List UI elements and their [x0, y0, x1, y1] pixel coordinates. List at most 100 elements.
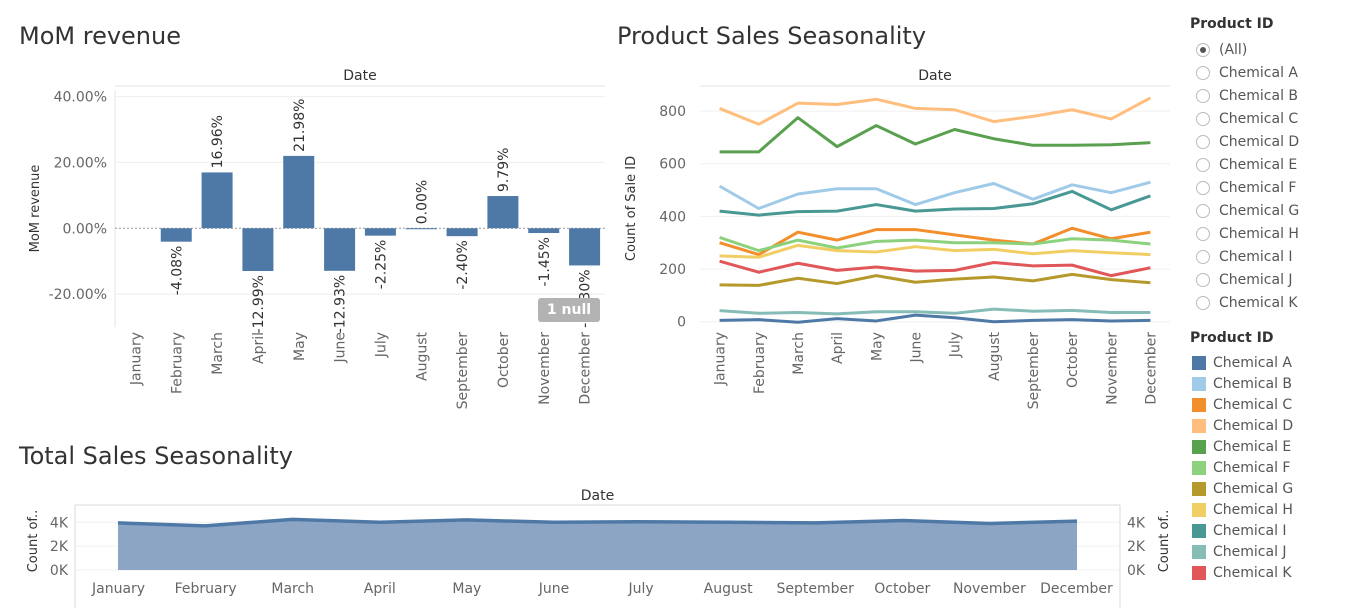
legend-swatch	[1192, 439, 1206, 454]
legend-swatch	[1192, 418, 1206, 433]
bar	[283, 155, 315, 229]
legend-item[interactable]: Chemical G	[1190, 478, 1350, 499]
filter-option[interactable]: Chemical F	[1190, 176, 1350, 199]
legend-item[interactable]: Chemical D	[1190, 415, 1350, 436]
x-tick-label: October	[1065, 332, 1081, 388]
legend-item[interactable]: Chemical K	[1190, 562, 1350, 583]
radio-button-icon[interactable]	[1196, 249, 1210, 264]
legend-item[interactable]: Chemical B	[1190, 373, 1350, 394]
x-tick-label: November	[1104, 332, 1120, 405]
legend-label: Chemical I	[1213, 522, 1287, 539]
radio-button-icon[interactable]	[1196, 111, 1210, 126]
x-tick-label: October	[496, 332, 512, 388]
filter-option[interactable]: Chemical C	[1190, 107, 1350, 130]
y-tick-label-right: 2K	[1127, 539, 1146, 555]
x-tick-label: April	[830, 332, 846, 364]
y-tick-label: 200	[659, 262, 686, 278]
filter-option-label: (All)	[1219, 41, 1248, 58]
legend-item[interactable]: Chemical C	[1190, 394, 1350, 415]
filter-option-label: Chemical F	[1219, 179, 1297, 196]
legend-item[interactable]: Chemical A	[1190, 352, 1350, 373]
x-tick-label: September	[777, 581, 855, 597]
radio-button-icon[interactable]	[1196, 134, 1210, 149]
chart-header: Date	[581, 488, 614, 504]
chart-header: Date	[918, 68, 951, 84]
radio-button-icon[interactable]	[1196, 42, 1210, 57]
total-sales-chart: Date 0K 0K 2K 2K 4K 4K Count of.. Count of.. Janu…	[26, 488, 1172, 608]
legend-swatch	[1192, 544, 1206, 559]
legend-item[interactable]: Chemical F	[1190, 457, 1350, 478]
area-fill	[118, 519, 1077, 570]
y-tick-label-right: 4K	[1127, 515, 1146, 531]
bar	[364, 228, 396, 236]
filter-option-label: Chemical H	[1219, 225, 1299, 242]
bar-data-label: -2.25%	[373, 240, 389, 290]
legend-item[interactable]: Chemical I	[1190, 520, 1350, 541]
y-tick-label: 400	[659, 209, 686, 225]
x-tick-label: December	[578, 332, 594, 405]
area-line	[117, 517, 1078, 528]
x-tick-label: February	[175, 581, 237, 597]
series-line	[719, 243, 1151, 259]
legend-swatch	[1192, 481, 1206, 496]
y-tick-label: 20.00%	[54, 155, 107, 171]
product-id-legend: Product ID Chemical A Chemical B Chemical …	[1190, 328, 1350, 583]
x-tick-label: May	[292, 332, 308, 361]
null-indicator-badge[interactable]: 1 null	[538, 298, 600, 322]
bar	[487, 196, 519, 229]
filter-option[interactable]: Chemical B	[1190, 84, 1350, 107]
filter-option[interactable]: (All)	[1190, 38, 1350, 61]
legend-item[interactable]: Chemical H	[1190, 499, 1350, 520]
x-tick-label: June	[908, 332, 924, 364]
legend-item[interactable]: Chemical E	[1190, 436, 1350, 457]
bar	[528, 228, 560, 234]
x-tick-label: January	[128, 332, 144, 386]
filter-option[interactable]: Chemical E	[1190, 153, 1350, 176]
series-line	[719, 313, 1151, 324]
x-tick-label: April	[364, 581, 396, 597]
filter-option[interactable]: Chemical J	[1190, 268, 1350, 291]
x-tick-label: June	[538, 581, 570, 597]
x-tick-label: March	[791, 332, 807, 375]
radio-button-icon[interactable]	[1196, 203, 1210, 218]
filter-option[interactable]: Chemical H	[1190, 222, 1350, 245]
filter-option-label: Chemical G	[1219, 202, 1300, 219]
x-tick-label: June	[333, 332, 349, 364]
filter-option-label: Chemical I	[1219, 248, 1293, 265]
y-axis-label: MoM revenue	[28, 165, 43, 253]
radio-button-icon[interactable]	[1196, 65, 1210, 80]
x-tick-label: September	[1026, 332, 1042, 410]
bar-data-label: 21.98%	[292, 99, 308, 152]
legend-label: Chemical E	[1213, 438, 1292, 455]
product-id-filter: Product ID (All) Chemical A Chemical B Chem…	[1190, 14, 1350, 314]
radio-button-icon[interactable]	[1196, 272, 1210, 287]
x-tick-label: January	[91, 581, 145, 597]
filter-option[interactable]: Chemical A	[1190, 61, 1350, 84]
legend-swatch	[1192, 376, 1206, 391]
series-line	[719, 307, 1151, 316]
radio-button-icon[interactable]	[1196, 88, 1210, 103]
bar-data-label: -4.08%	[169, 246, 185, 296]
x-tick-label: July	[627, 581, 653, 597]
radio-button-icon[interactable]	[1196, 180, 1210, 195]
bar-data-label: 16.96%	[210, 115, 226, 168]
radio-button-icon[interactable]	[1196, 157, 1210, 172]
y-axis-label-right: Count of..	[1157, 510, 1172, 573]
legend-item[interactable]: Chemical J	[1190, 541, 1350, 562]
chart-header: Date	[343, 68, 376, 84]
x-tick-label: April	[251, 332, 267, 364]
legend-label: Chemical K	[1213, 564, 1292, 581]
bar	[201, 172, 233, 229]
filter-option[interactable]: Chemical K	[1190, 291, 1350, 314]
filter-option-label: Chemical J	[1219, 271, 1293, 288]
filter-option[interactable]: Chemical I	[1190, 245, 1350, 268]
radio-button-icon[interactable]	[1196, 226, 1210, 241]
x-tick-label: May	[869, 332, 885, 361]
y-tick-label: 800	[659, 104, 686, 120]
x-tick-label: December	[1040, 581, 1113, 597]
filter-option[interactable]: Chemical D	[1190, 130, 1350, 153]
filter-option[interactable]: Chemical G	[1190, 199, 1350, 222]
y-tick-label-right: 0K	[1127, 563, 1146, 579]
bar-data-label: -1.45%	[537, 237, 553, 287]
radio-button-icon[interactable]	[1196, 295, 1210, 310]
